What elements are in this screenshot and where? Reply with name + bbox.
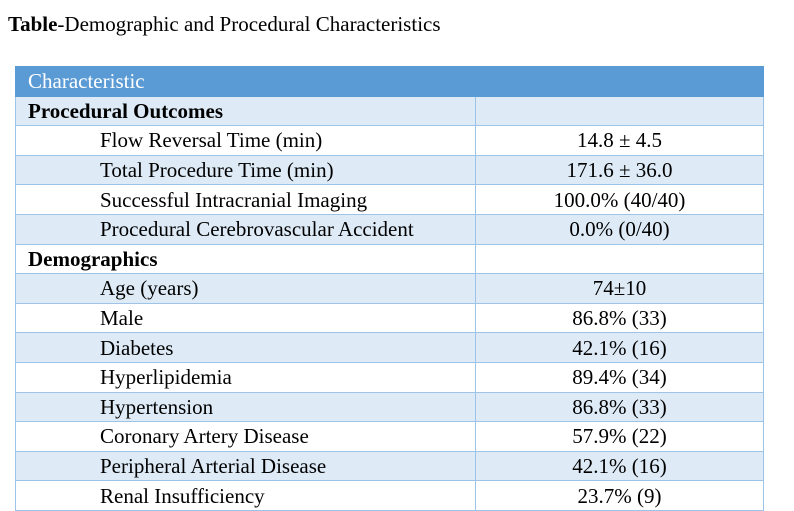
header-characteristic: Characteristic (15, 66, 476, 97)
row-label: Age (years) (15, 273, 476, 304)
row-value: 86.8% (33) (475, 391, 764, 423)
row-label: Hyperlipidemia (15, 361, 476, 393)
table-row: Successful Intracranial Imaging 100.0% (… (15, 184, 764, 215)
table-row: Procedural Cerebrovascular Accident 0.0%… (15, 213, 764, 245)
row-value: 100.0% (40/40) (475, 184, 764, 215)
row-label: Total Procedure Time (min) (15, 154, 476, 186)
row-value: 89.4% (34) (475, 361, 764, 393)
row-label: Male (15, 302, 476, 334)
section-row-demographics: Demographics (15, 243, 764, 275)
section-label: Procedural Outcomes (15, 95, 476, 127)
characteristics-table-container: Characteristic Procedural Outcomes Flow … (15, 66, 764, 511)
row-value: 74±10 (475, 273, 764, 304)
row-label: Flow Reversal Time (min) (15, 125, 476, 156)
row-value: 42.1% (16) (475, 450, 764, 482)
table-row: Hyperlipidemia 89.4% (34) (15, 361, 764, 393)
row-label: Renal Insufficiency (15, 480, 476, 511)
table-row: Peripheral Arterial Disease 42.1% (16) (15, 450, 764, 482)
row-label: Coronary Artery Disease (15, 421, 476, 452)
table-row: Diabetes 42.1% (16) (15, 332, 764, 363)
row-value: 86.8% (33) (475, 302, 764, 334)
table-row: Coronary Artery Disease 57.9% (22) (15, 421, 764, 452)
section-row-procedural-outcomes: Procedural Outcomes (15, 95, 764, 127)
table-header-row: Characteristic (15, 66, 764, 97)
caption-text: -Demographic and Procedural Characterist… (57, 12, 441, 36)
header-value (475, 66, 764, 97)
caption-prefix: Table (8, 12, 58, 36)
table-row: Flow Reversal Time (min) 14.8 ± 4.5 (15, 125, 764, 156)
row-value: 57.9% (22) (475, 421, 764, 452)
row-label: Procedural Cerebrovascular Accident (15, 213, 476, 245)
row-label: Hypertension (15, 391, 476, 423)
characteristics-table: Characteristic Procedural Outcomes Flow … (15, 66, 764, 511)
row-value: 171.6 ± 36.0 (475, 154, 764, 186)
row-value: 0.0% (0/40) (475, 213, 764, 245)
row-label: Peripheral Arterial Disease (15, 450, 476, 482)
section-label: Demographics (15, 243, 476, 275)
table-row: Age (years) 74±10 (15, 273, 764, 304)
table-row: Male 86.8% (33) (15, 302, 764, 334)
table-row: Total Procedure Time (min) 171.6 ± 36.0 (15, 154, 764, 186)
section-value-empty (475, 243, 764, 275)
section-value-empty (475, 95, 764, 127)
row-value: 14.8 ± 4.5 (475, 125, 764, 156)
row-value: 42.1% (16) (475, 332, 764, 363)
row-label: Diabetes (15, 332, 476, 363)
table-row: Hypertension 86.8% (33) (15, 391, 764, 423)
row-value: 23.7% (9) (475, 480, 764, 511)
table-row: Renal Insufficiency 23.7% (9) (15, 480, 764, 511)
table-caption: Table-Demographic and Procedural Charact… (8, 10, 441, 38)
row-label: Successful Intracranial Imaging (15, 184, 476, 215)
